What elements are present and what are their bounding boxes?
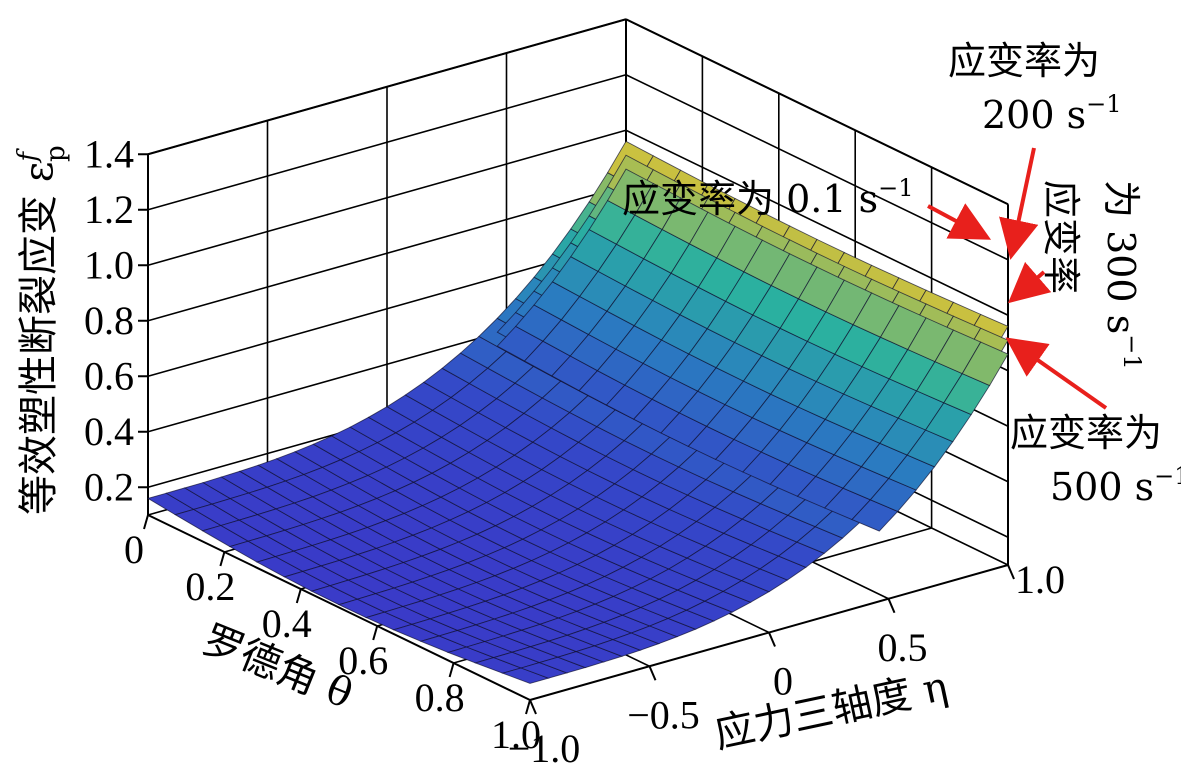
theta-tick-mark xyxy=(143,514,149,530)
z-grid-right xyxy=(625,18,1009,205)
eta-tick-mark xyxy=(648,665,657,681)
eta-tick-mark xyxy=(768,632,776,647)
surface-plot xyxy=(146,140,1009,684)
svg-text:应变率为: 应变率为 xyxy=(1010,411,1162,455)
theta-tick-label: 0.2 xyxy=(185,564,235,609)
z-tick-label: 0.2 xyxy=(84,464,134,509)
z-tick-label: 1.2 xyxy=(84,187,134,232)
eta-tick-label: 0 xyxy=(773,659,793,704)
eta-tick-label: 1.0 xyxy=(1015,557,1065,602)
theta-axis-line xyxy=(147,514,531,701)
z-tick-label: 0.6 xyxy=(84,353,134,398)
eta-tick-mark xyxy=(529,699,537,715)
theta-axis-ticks: 0 0.2 0.4 0.6 0.8 1.0 xyxy=(124,514,541,757)
z-grid-right xyxy=(625,74,1009,261)
arrow-rate-200 xyxy=(999,147,1039,260)
theta-tick-mark xyxy=(372,625,379,641)
theta-tick-label: 1.0 xyxy=(491,712,541,757)
svg-text:应变率为: 应变率为 xyxy=(948,39,1100,83)
eta-tick-label: −0.5 xyxy=(627,692,700,737)
svg-text:为 300 s−1: 为 300 s−1 xyxy=(1099,180,1146,370)
z-tick-label: 0.8 xyxy=(84,298,134,343)
eta-axis-ticks: −1.0 −0.5 0 0.5 1.0 xyxy=(508,557,1065,763)
eta-tick-mark xyxy=(1007,564,1015,580)
z-tick-label: 0.4 xyxy=(84,409,134,454)
theta-tick-label: 0.4 xyxy=(262,601,312,646)
z-axis-ticks: 0.2 0.4 0.6 0.8 1.0 1.2 1.4 xyxy=(84,131,148,509)
z-tick-label: 1.4 xyxy=(84,131,134,176)
annotation-rate-500: 应变率为 500 s−1 xyxy=(1005,337,1181,509)
svg-text:200 s−1: 200 s−1 xyxy=(982,90,1122,137)
annotation-rate-200: 应变率为 200 s−1 xyxy=(948,39,1122,260)
surface-sheet xyxy=(496,168,1009,532)
eta-tick-label: 0.5 xyxy=(878,625,928,670)
arrow-rate-300 xyxy=(1007,261,1052,304)
theta-tick-mark xyxy=(448,662,455,678)
svg-text:等效塑性断裂应变 εfp: 等效塑性断裂应变 εfp xyxy=(13,145,71,515)
theta-tick-mark xyxy=(295,588,302,604)
theta-tick-label: 0.8 xyxy=(415,675,465,720)
eta-tick-mark xyxy=(887,598,896,614)
theta-tick-mark xyxy=(219,551,226,567)
z-grid-right xyxy=(625,129,1009,316)
z-tick-label: 1.0 xyxy=(84,242,134,287)
annotation-rate-300: 应变率 为 300 s−1 xyxy=(1007,180,1146,370)
svg-text:500 s−1: 500 s−1 xyxy=(1050,462,1181,509)
theta-tick-label: 0 xyxy=(124,527,144,572)
eta-tick-label: −1.0 xyxy=(508,726,581,763)
arrow-rate-500 xyxy=(1005,337,1108,410)
svg-text:应变率为 0.1 s−1: 应变率为 0.1 s−1 xyxy=(622,174,913,221)
annotation-rate-0.1: 应变率为 0.1 s−1 xyxy=(622,174,992,240)
theta-tick-label: 0.6 xyxy=(338,638,388,683)
svg-text:应变率: 应变率 xyxy=(1039,180,1083,294)
z-axis-label: 等效塑性断裂应变 εfp xyxy=(13,145,71,515)
theta-tick-mark xyxy=(525,699,531,715)
arrow-rate-0.1 xyxy=(927,203,992,240)
eta-axis-label: 应力三轴度 η xyxy=(711,664,952,758)
